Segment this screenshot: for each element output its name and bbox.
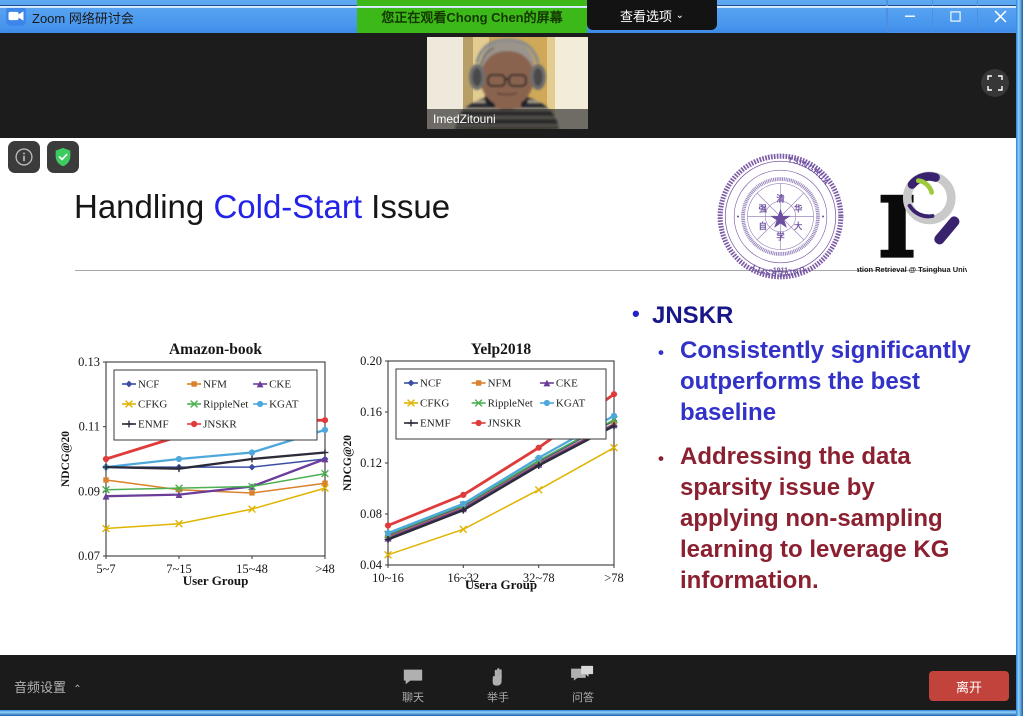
svg-text:清: 清 — [776, 193, 784, 203]
svg-text:CFKG: CFKG — [420, 397, 449, 409]
svg-text:0.11: 0.11 — [79, 420, 100, 434]
svg-text:ENMF: ENMF — [138, 419, 169, 431]
svg-text:Yelp2018: Yelp2018 — [471, 341, 532, 358]
svg-text:自: 自 — [759, 221, 767, 231]
svg-text:JNSKR: JNSKR — [488, 417, 522, 429]
svg-text:NDCG@20: NDCG@20 — [60, 431, 72, 487]
svg-text:0.12: 0.12 — [360, 456, 382, 470]
svg-text:User Group: User Group — [183, 573, 249, 588]
svg-text:CFKG: CFKG — [138, 399, 167, 411]
svg-text:RippleNet: RippleNet — [203, 399, 248, 411]
svg-text:CKE: CKE — [556, 377, 578, 389]
svg-text:0.04: 0.04 — [360, 558, 383, 572]
svg-text:JNSKR: JNSKR — [203, 419, 237, 431]
svg-text:10~16: 10~16 — [372, 571, 404, 585]
svg-text:KGAT: KGAT — [556, 397, 586, 409]
svg-text:>78: >78 — [604, 571, 624, 585]
svg-text:CKE: CKE — [269, 379, 291, 391]
svg-text:强: 强 — [759, 204, 768, 213]
svg-text:NCF: NCF — [420, 377, 441, 389]
svg-text:NFM: NFM — [488, 377, 512, 389]
svg-text:5~7: 5~7 — [96, 562, 115, 576]
svg-text:TSINGHUA: TSINGHUA — [787, 155, 831, 187]
svg-text:NCF: NCF — [138, 379, 159, 391]
svg-text:Amazon-book: Amazon-book — [169, 341, 262, 358]
svg-text:0.09: 0.09 — [78, 484, 100, 498]
svg-text:~1911~: ~1911~ — [769, 267, 792, 274]
svg-text:学: 学 — [776, 231, 784, 241]
svg-text:>48: >48 — [315, 562, 335, 576]
svg-text:NFM: NFM — [203, 379, 227, 391]
svg-text:0.13: 0.13 — [78, 355, 100, 369]
svg-text:KGAT: KGAT — [269, 399, 299, 411]
svg-text:NDCG@20: NDCG@20 — [342, 434, 354, 490]
svg-text:0.08: 0.08 — [360, 507, 382, 521]
svg-text:Usera Group: Usera Group — [465, 577, 537, 592]
svg-text:0.20: 0.20 — [360, 354, 382, 368]
svg-text:0.16: 0.16 — [360, 405, 382, 419]
svg-text:ENMF: ENMF — [420, 417, 451, 429]
svg-text:0.07: 0.07 — [78, 549, 100, 563]
svg-text:RippleNet: RippleNet — [488, 397, 533, 409]
svg-text:华: 华 — [794, 203, 802, 213]
svg-text:Information Retrieval @ Tsingh: Information Retrieval @ Tsinghua Univers… — [857, 265, 967, 274]
svg-text:大: 大 — [794, 221, 803, 231]
